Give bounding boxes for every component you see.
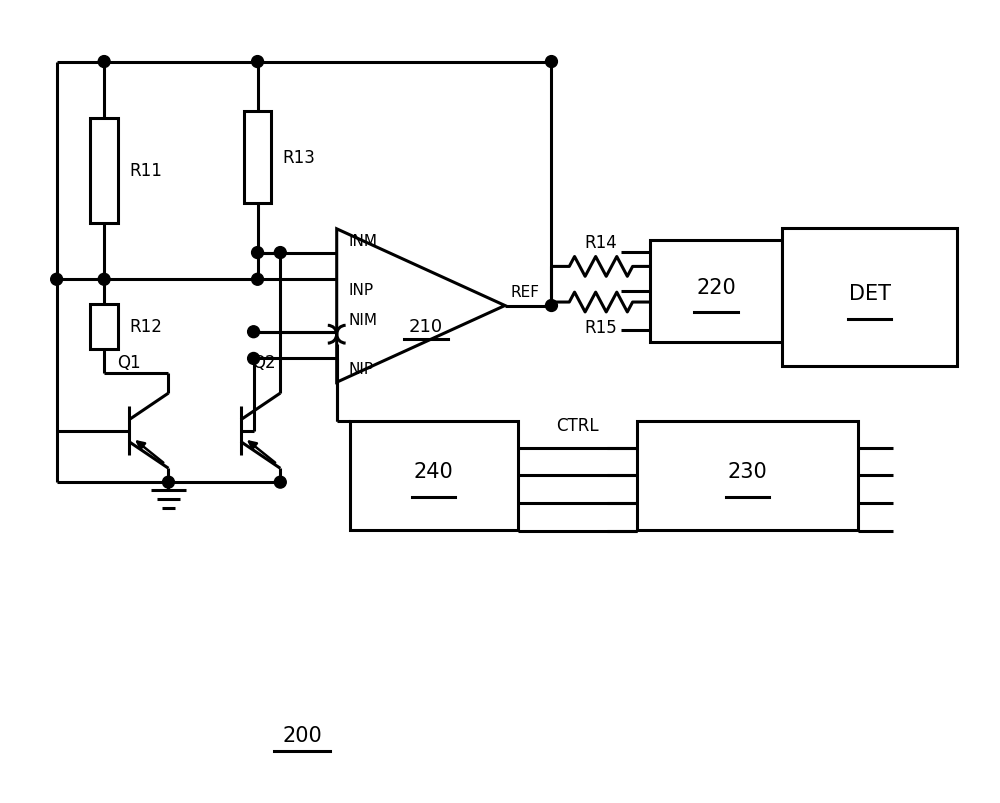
Polygon shape: [337, 230, 505, 383]
Circle shape: [252, 274, 263, 286]
Polygon shape: [90, 119, 118, 223]
Circle shape: [274, 477, 286, 488]
Text: INM: INM: [349, 234, 378, 248]
Text: R11: R11: [129, 162, 162, 180]
Text: Q1: Q1: [117, 354, 141, 372]
Circle shape: [274, 247, 286, 259]
Circle shape: [98, 56, 110, 68]
Text: NIP: NIP: [349, 362, 374, 377]
Polygon shape: [244, 112, 271, 204]
Text: Q2: Q2: [253, 354, 276, 372]
Text: REF: REF: [511, 284, 540, 300]
Polygon shape: [637, 422, 858, 530]
Text: 210: 210: [409, 318, 443, 336]
Circle shape: [51, 274, 63, 286]
Polygon shape: [650, 240, 782, 342]
Circle shape: [248, 326, 260, 338]
Circle shape: [248, 353, 260, 365]
Text: R14: R14: [585, 234, 617, 251]
Circle shape: [252, 247, 263, 259]
Text: INP: INP: [349, 283, 374, 298]
Text: CTRL: CTRL: [556, 416, 599, 434]
Text: DET: DET: [849, 283, 891, 304]
Text: R15: R15: [585, 319, 617, 336]
Circle shape: [546, 56, 557, 68]
Text: NIM: NIM: [349, 312, 378, 328]
Circle shape: [546, 300, 557, 312]
Circle shape: [252, 56, 263, 68]
Text: 220: 220: [696, 277, 736, 297]
Polygon shape: [350, 422, 518, 530]
Text: 230: 230: [728, 462, 767, 482]
Circle shape: [98, 274, 110, 286]
Text: R12: R12: [129, 318, 162, 336]
Text: 240: 240: [414, 462, 454, 482]
Text: R13: R13: [282, 149, 315, 167]
Polygon shape: [90, 304, 118, 349]
Text: 200: 200: [282, 725, 322, 744]
Polygon shape: [782, 229, 957, 367]
Circle shape: [163, 477, 174, 488]
